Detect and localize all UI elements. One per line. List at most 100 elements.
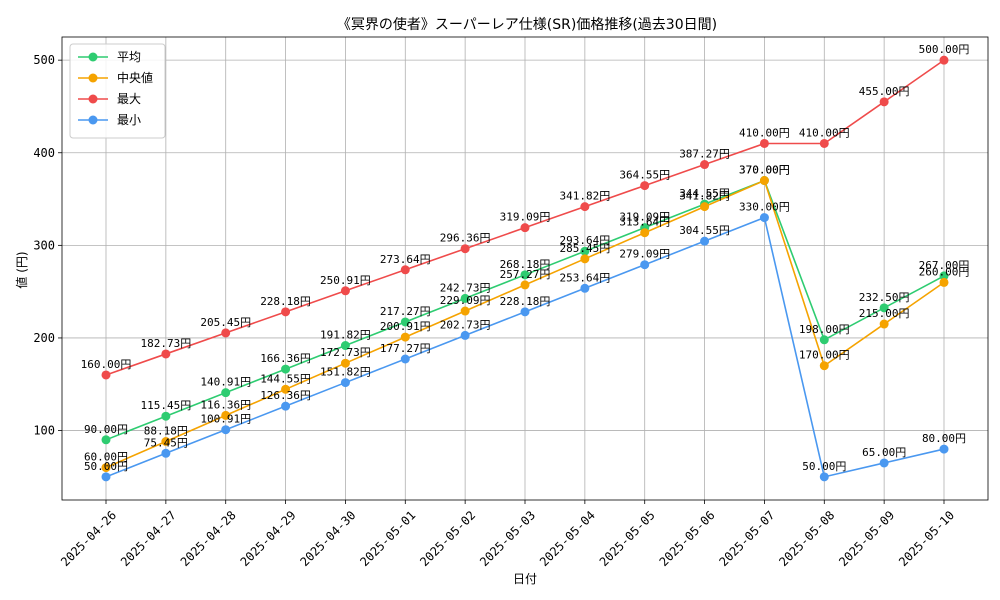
data-point bbox=[700, 160, 710, 170]
data-label: 267.00円 bbox=[919, 259, 970, 272]
data-label: 285.45円 bbox=[559, 242, 610, 255]
data-labels: 90.00円 115.45円 140.91円 166.36円 191.82円 217.27… bbox=[81, 43, 970, 473]
data-label: 250.91円 bbox=[320, 274, 371, 287]
data-point bbox=[580, 202, 590, 212]
data-label: 500.00円 bbox=[919, 43, 970, 56]
data-point bbox=[819, 335, 829, 345]
legend-marker bbox=[88, 52, 98, 62]
data-label: 319.09円 bbox=[619, 211, 670, 224]
data-point bbox=[759, 176, 769, 186]
data-label: 215.00円 bbox=[859, 307, 910, 320]
legend-marker bbox=[88, 94, 98, 104]
data-label: 296.36円 bbox=[440, 232, 491, 245]
data-label: 182.73円 bbox=[140, 337, 191, 350]
data-point bbox=[640, 181, 650, 191]
data-point bbox=[580, 254, 590, 264]
data-point bbox=[939, 271, 949, 281]
data-label: 144.55円 bbox=[260, 372, 311, 385]
data-point bbox=[101, 370, 111, 380]
data-label: 268.18円 bbox=[500, 258, 551, 271]
data-point bbox=[819, 472, 829, 482]
data-label: 370.00円 bbox=[739, 164, 790, 177]
data-label: 260.00円 bbox=[919, 265, 970, 278]
data-label: 370.00円 bbox=[739, 164, 790, 177]
data-point bbox=[879, 97, 889, 107]
data-point bbox=[340, 358, 350, 368]
data-point bbox=[400, 317, 410, 327]
data-point bbox=[879, 319, 889, 329]
data-label: 90.00円 bbox=[84, 423, 128, 436]
chart-title: 《冥界の使者》スーパーレア仕様(SR)価格推移(過去30日間) bbox=[337, 16, 717, 33]
data-point bbox=[460, 306, 470, 316]
data-point bbox=[640, 260, 650, 270]
data-point bbox=[939, 444, 949, 454]
y-tick-label: 500 bbox=[33, 53, 55, 67]
data-point bbox=[580, 246, 590, 256]
data-label: 229.09円 bbox=[440, 294, 491, 307]
data-label: 279.09円 bbox=[619, 248, 670, 261]
data-point bbox=[520, 270, 530, 280]
plot-frame bbox=[61, 36, 989, 501]
x-axis-label: 日付 bbox=[513, 572, 537, 586]
data-point bbox=[221, 425, 231, 435]
data-label: 170.00円 bbox=[799, 349, 850, 362]
data-label: 253.64円 bbox=[559, 271, 610, 284]
series-group bbox=[101, 55, 949, 482]
data-point bbox=[281, 401, 291, 411]
data-point bbox=[101, 472, 111, 482]
data-point bbox=[700, 202, 710, 212]
data-label: 80.00円 bbox=[922, 432, 966, 445]
data-point bbox=[759, 138, 769, 148]
data-point bbox=[101, 435, 111, 445]
data-point bbox=[520, 223, 530, 233]
data-point bbox=[221, 410, 231, 420]
data-label: 60.00円 bbox=[84, 451, 128, 464]
data-point bbox=[161, 448, 171, 458]
data-point bbox=[161, 349, 171, 359]
data-point bbox=[520, 280, 530, 290]
y-tick-label: 400 bbox=[33, 146, 55, 160]
data-point bbox=[939, 277, 949, 287]
data-label: 217.27円 bbox=[380, 305, 431, 318]
data-label: 100.91円 bbox=[200, 413, 251, 426]
data-label: 455.00円 bbox=[859, 85, 910, 98]
data-label: 319.09円 bbox=[500, 211, 551, 224]
legend-label: 平均 bbox=[117, 50, 141, 64]
data-label: 410.00円 bbox=[739, 126, 790, 139]
data-label: 115.45円 bbox=[140, 399, 191, 412]
data-label: 341.82円 bbox=[679, 190, 730, 203]
data-point bbox=[340, 378, 350, 388]
data-point bbox=[101, 463, 111, 473]
data-point bbox=[400, 332, 410, 342]
data-point bbox=[161, 436, 171, 446]
data-label: 65.00円 bbox=[862, 446, 906, 459]
data-label: 232.50円 bbox=[859, 291, 910, 304]
data-label: 160.00円 bbox=[81, 358, 132, 371]
data-point bbox=[879, 458, 889, 468]
data-label: 304.55円 bbox=[679, 224, 730, 237]
y-tick-label: 100 bbox=[33, 424, 55, 438]
y-tick-label: 300 bbox=[33, 238, 55, 252]
data-point bbox=[281, 307, 291, 317]
data-point bbox=[400, 354, 410, 364]
data-label: 177.27円 bbox=[380, 342, 431, 355]
data-label: 344.55円 bbox=[679, 187, 730, 200]
data-label: 410.00円 bbox=[799, 126, 850, 139]
data-label: 202.73円 bbox=[440, 318, 491, 331]
data-label: 116.36円 bbox=[200, 398, 251, 411]
legend-label: 中央値 bbox=[117, 70, 153, 85]
data-point bbox=[460, 330, 470, 340]
legend-marker bbox=[88, 73, 98, 83]
legend-label: 最大 bbox=[117, 92, 141, 106]
legend-box bbox=[69, 43, 166, 139]
data-label: 126.36円 bbox=[260, 389, 311, 402]
data-label: 75.45円 bbox=[144, 436, 188, 449]
data-label: 341.82円 bbox=[559, 190, 610, 203]
data-label: 191.82円 bbox=[320, 329, 371, 342]
data-label: 205.45円 bbox=[200, 316, 251, 329]
data-point bbox=[281, 384, 291, 394]
data-point bbox=[340, 286, 350, 296]
data-point bbox=[221, 328, 231, 338]
